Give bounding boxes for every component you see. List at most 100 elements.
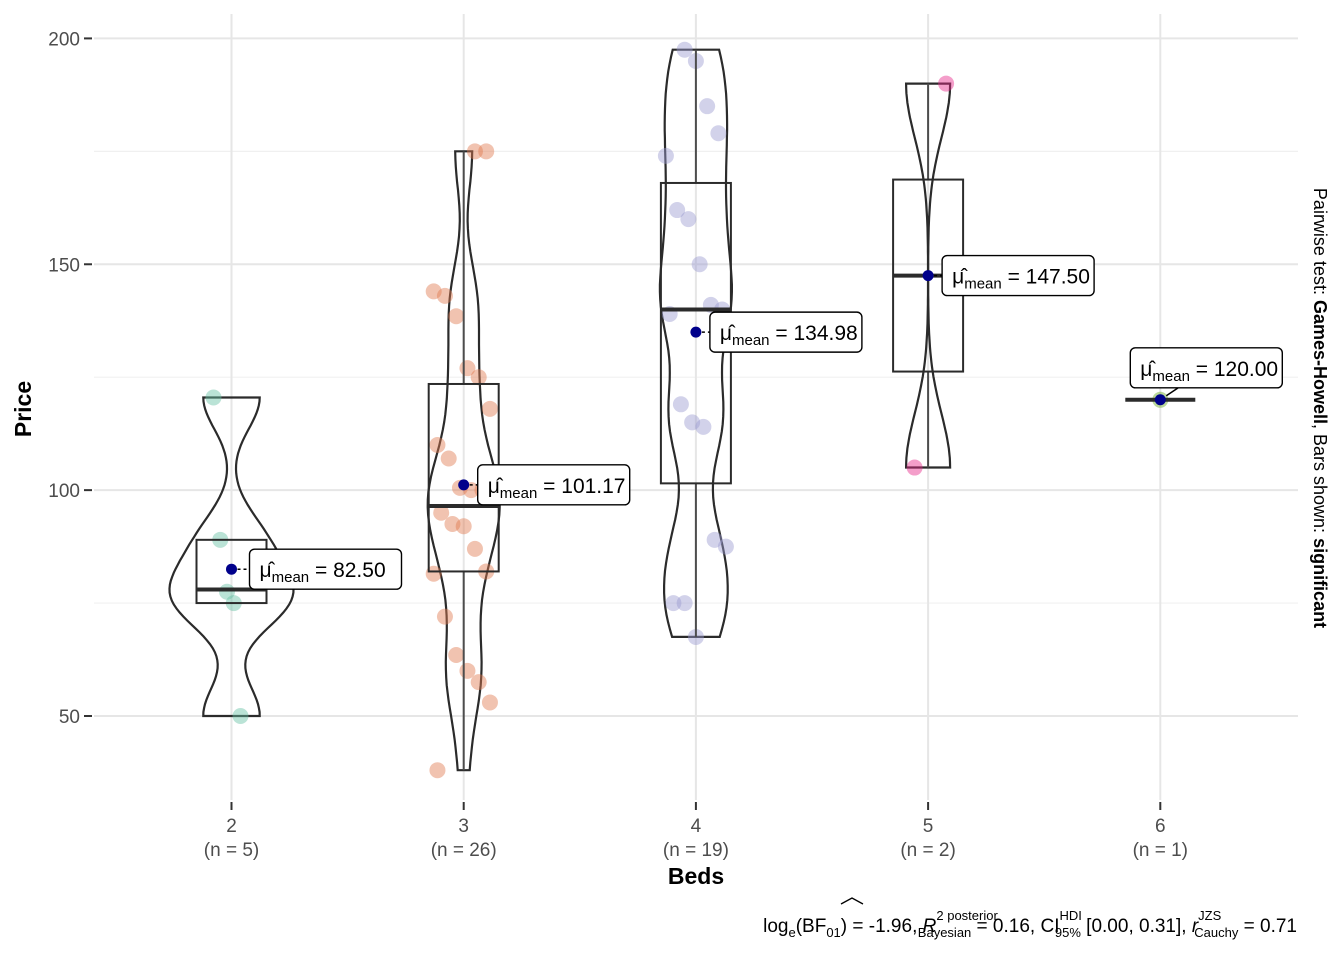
mean-markers [226,270,1166,575]
data-point [691,256,708,273]
caption-bf: (BF [796,916,827,937]
mean-point [1154,394,1166,406]
mean-label: μ̂mean = 120.00 [1140,358,1278,385]
data-point [680,211,697,228]
data-point [205,389,222,406]
y-axis-title: Price [10,381,36,437]
x-tick-count: (n = 19) [663,840,729,861]
mean-point [458,479,470,491]
caption-ci-sup: HDI [1059,908,1081,923]
caption-r: r [1192,916,1199,937]
caption-r2-val: = 0.16, CI [971,916,1059,937]
data-point [699,98,716,115]
data-point [672,396,689,413]
caption-r2-sub: Bayesian [918,925,971,940]
caption-r-sub: Cauchy [1194,925,1239,940]
caption-r2: R [923,916,937,937]
y-tick-label: 100 [48,481,80,502]
data-point [470,369,487,386]
mean-label: μ̂mean = 147.50 [952,266,1090,293]
data-point [448,308,465,325]
mean-label: μ̂mean = 82.50 [260,559,386,586]
data-point [459,662,476,679]
mean-symbol: μ̂ [952,266,968,289]
data-point [429,436,446,453]
data-point [444,516,461,533]
violin-3 [426,150,501,772]
data-point [232,708,249,724]
data-point [481,400,498,417]
caption-log: log [763,916,788,937]
mean-symbol: μ̂ [488,475,504,498]
mean-symbol: μ̂ [260,559,276,582]
data-point [425,283,442,300]
mean-label-box [477,464,631,506]
mean-label: μ̂mean = 101.17 [488,475,626,502]
mean-point [690,326,702,338]
y-axis-ticks: 50 100 150 200 [48,29,92,728]
bayes-caption: loge(BF01) = -1.96, R2 posterior Bayesian… [763,908,1297,940]
data-point [455,518,472,535]
caption-bf-sub: 01 [826,925,840,940]
pairwise-prefix: Pairwise test: [1310,188,1330,300]
data-point [669,202,686,219]
x-tick-count: (n = 1) [1133,840,1188,861]
caption-r-val: = 0.71 [1238,916,1297,937]
data-point [676,41,693,58]
pairwise-subtitle: Pairwise test: Games-Howell, Bars shown:… [1310,188,1330,628]
pairwise-shown: significant [1310,538,1330,628]
pairwise-test: Games-Howell [1310,300,1330,424]
mean-label-box [248,548,403,590]
mean-label-box [709,311,863,353]
caption-r2-sup: 2 posterior [936,908,998,923]
mean-label-box [941,254,1095,297]
r2-hat [840,897,864,905]
caption-ci-val: [0.00, 0.31], [1081,916,1192,937]
violin-4 [658,48,733,638]
data-points [205,41,1169,779]
data-point [440,450,457,467]
data-point [938,75,955,92]
data-point [433,504,450,521]
x-tick-count: (n = 26) [431,840,497,861]
data-point [436,287,453,304]
x-tick-label: 5 [923,816,934,837]
caption-ci-sub: 95% [1055,925,1081,940]
mean-symbol: μ̂ [1140,358,1156,381]
x-tick-label: 2 [226,816,237,837]
x-tick-label: 4 [691,816,702,837]
mean-symbol: μ̂ [720,322,736,345]
x-tick-count: (n = 2) [900,840,955,861]
data-point [478,143,495,160]
data-point [466,540,483,557]
x-tick-label: 6 [1155,816,1166,837]
pairwise-middle: , Bars shown: [1310,424,1330,538]
caption-r-sup: JZS [1198,908,1221,923]
data-point [448,647,465,664]
mean-point [226,563,237,575]
y-tick-label: 200 [48,29,80,50]
mean-label: μ̂mean = 134.98 [720,322,858,349]
data-point [706,531,723,548]
data-point [429,762,446,779]
data-point [481,694,498,711]
label-connector [1165,387,1179,397]
data-point [906,459,923,476]
x-tick-count: (n = 5) [204,840,259,861]
y-tick-label: 50 [59,707,80,728]
data-point [710,125,727,142]
violin-5 [904,82,952,469]
x-tick-label: 3 [458,816,469,837]
data-point [466,143,483,160]
x-axis-title: Beds [668,863,724,889]
violin-2 [168,396,295,718]
violins [168,48,952,772]
data-point [657,147,674,164]
data-point [676,595,693,612]
mean-point [922,270,934,282]
data-point [717,538,734,555]
data-point [470,674,487,691]
mean-labels: μ̂mean = 82.50 μ̂mean = 101.17 μ̂mean = 13… [237,254,1284,590]
data-point [436,608,453,625]
caption-log-sub: e [788,925,795,940]
